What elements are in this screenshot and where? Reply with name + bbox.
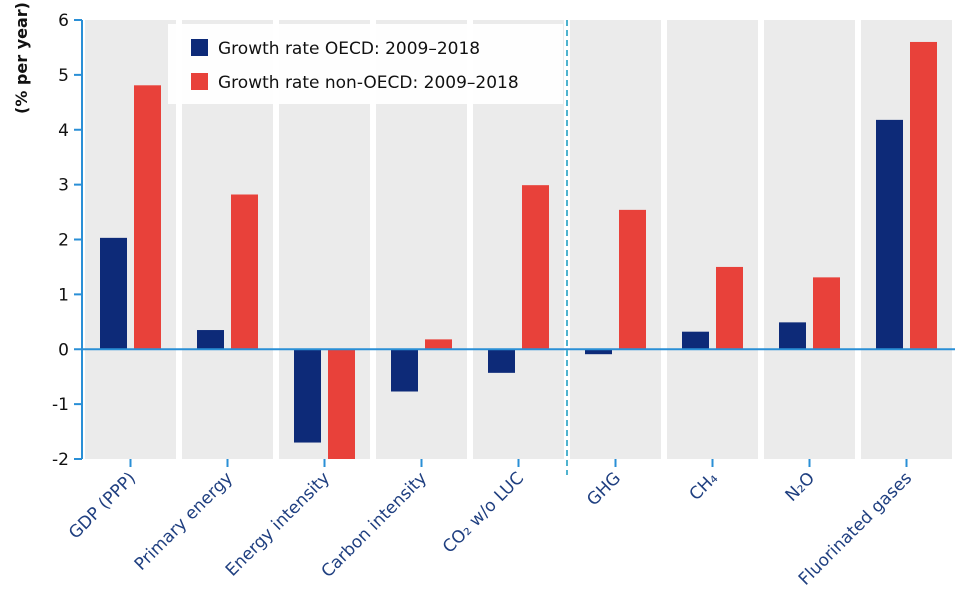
bar-non-oecd-8	[910, 42, 937, 349]
x-tick-label: GHG	[583, 468, 625, 510]
bar-non-oecd-1	[231, 195, 258, 350]
bar-oecd-7	[779, 322, 806, 349]
column-background	[861, 20, 952, 459]
y-tick-label: 3	[58, 176, 69, 196]
bar-oecd-0	[100, 238, 127, 349]
bar-oecd-2	[294, 349, 321, 442]
y-tick-label: 1	[58, 285, 69, 305]
x-tick-label: GDP (PPP)	[65, 468, 140, 543]
bar-non-oecd-4	[522, 185, 549, 349]
bar-non-oecd-7	[813, 277, 840, 349]
y-tick-label: 4	[58, 121, 69, 141]
bar-non-oecd-3	[425, 339, 452, 349]
bar-oecd-6	[682, 332, 709, 350]
bar-oecd-1	[197, 330, 224, 349]
x-tick-label: Primary energy	[131, 468, 237, 574]
bar-non-oecd-6	[716, 267, 743, 349]
column-background	[85, 20, 176, 459]
legend: Growth rate OECD: 2009–2018 Growth rate …	[168, 24, 563, 104]
legend-swatch-non-oecd	[191, 73, 208, 90]
y-tick-label: -2	[52, 450, 69, 470]
x-tick-label: CH₄	[686, 468, 723, 505]
y-tick-label: 0	[58, 340, 69, 360]
column-background	[570, 20, 661, 459]
bar-oecd-8	[876, 120, 903, 349]
bar-non-oecd-2	[328, 349, 355, 459]
y-tick-label: -1	[52, 395, 69, 415]
legend-swatch-oecd	[191, 39, 208, 56]
x-tick-label: CO₂ w/o LUC	[439, 468, 528, 557]
legend-label-non-oecd: Growth rate non-OECD: 2009–2018	[218, 73, 519, 93]
y-tick-label: 2	[58, 231, 69, 251]
x-tick-label: N₂O	[782, 468, 819, 505]
legend-label-oecd: Growth rate OECD: 2009–2018	[218, 39, 480, 59]
bar-non-oecd-0	[134, 85, 161, 349]
y-ticks: -2 -1 0 1 2 3 4 5 6	[52, 11, 82, 470]
x-tick-label: Energy intensity	[222, 468, 334, 580]
y-tick-label: 5	[58, 66, 69, 86]
x-tick-label: Carbon intensity	[318, 468, 431, 581]
bar-oecd-3	[391, 349, 418, 391]
bar-non-oecd-5	[619, 210, 646, 349]
y-tick-label: 6	[58, 11, 69, 31]
column-background	[764, 20, 855, 459]
column-background	[667, 20, 758, 459]
y-axis-label: (% per year)	[12, 2, 31, 114]
bar-oecd-4	[488, 349, 515, 373]
